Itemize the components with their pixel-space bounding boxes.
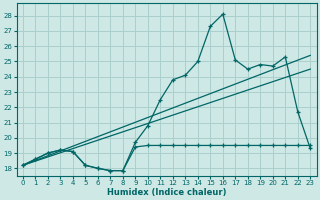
X-axis label: Humidex (Indice chaleur): Humidex (Indice chaleur) xyxy=(107,188,226,197)
